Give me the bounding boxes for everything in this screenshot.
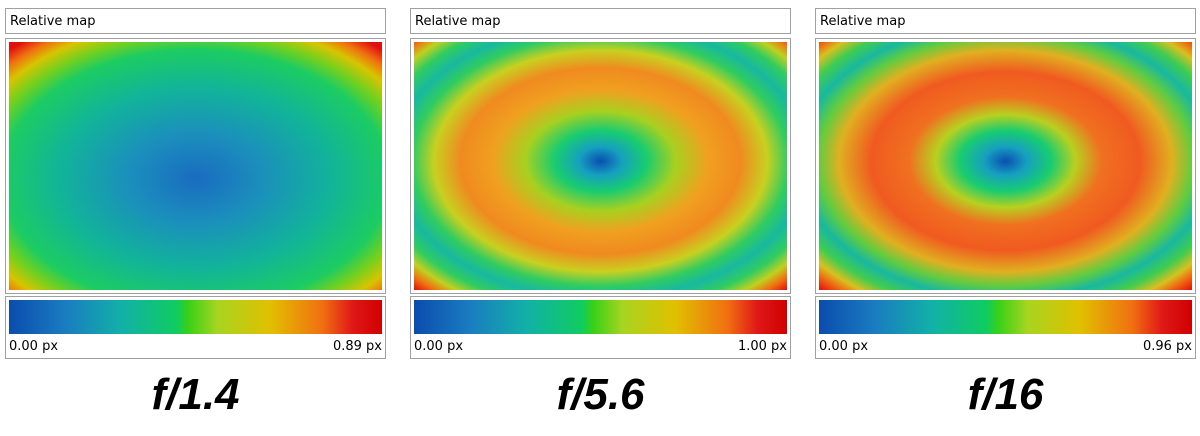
colorbar-min-label: 0.00 px xyxy=(9,339,59,354)
relative-map xyxy=(414,42,787,290)
colorbar xyxy=(9,300,382,334)
colorbar-max-label: 1.00 px xyxy=(737,339,787,354)
map-box xyxy=(815,38,1196,294)
relative-map xyxy=(9,42,382,290)
colorbar-gradient xyxy=(9,300,382,334)
map-image xyxy=(819,42,1192,290)
colorbar-gradient xyxy=(819,300,1192,334)
colorbar-min-label: 0.00 px xyxy=(414,339,464,354)
panel: Relative map 0.00 px 0.89 px f/1.4 xyxy=(5,0,386,436)
colorbar-box: 0.00 px 0.96 px xyxy=(815,296,1196,359)
panel-header: Relative map xyxy=(410,8,791,34)
panel-header: Relative map xyxy=(5,8,386,34)
panel: Relative map 0.00 px 0.96 px f/16 xyxy=(815,0,1196,436)
caption: f/1.4 xyxy=(151,370,240,419)
map-image xyxy=(9,42,382,290)
map-image xyxy=(414,42,787,290)
panel-header: Relative map xyxy=(815,8,1196,34)
caption: f/5.6 xyxy=(556,370,645,419)
colorbar-gradient xyxy=(414,300,787,334)
relative-map xyxy=(819,42,1192,290)
colorbar-box: 0.00 px 1.00 px xyxy=(410,296,791,359)
colorbar-max-label: 0.96 px xyxy=(1142,339,1192,354)
caption: f/16 xyxy=(967,370,1044,419)
colorbar-min-label: 0.00 px xyxy=(819,339,869,354)
colorbar xyxy=(819,300,1192,334)
map-box xyxy=(410,38,791,294)
map-box xyxy=(5,38,386,294)
colorbar xyxy=(414,300,787,334)
panel: Relative map 0.00 px 1.00 px f/5.6 xyxy=(410,0,791,436)
colorbar-box: 0.00 px 0.89 px xyxy=(5,296,386,359)
colorbar-max-label: 0.89 px xyxy=(332,339,382,354)
